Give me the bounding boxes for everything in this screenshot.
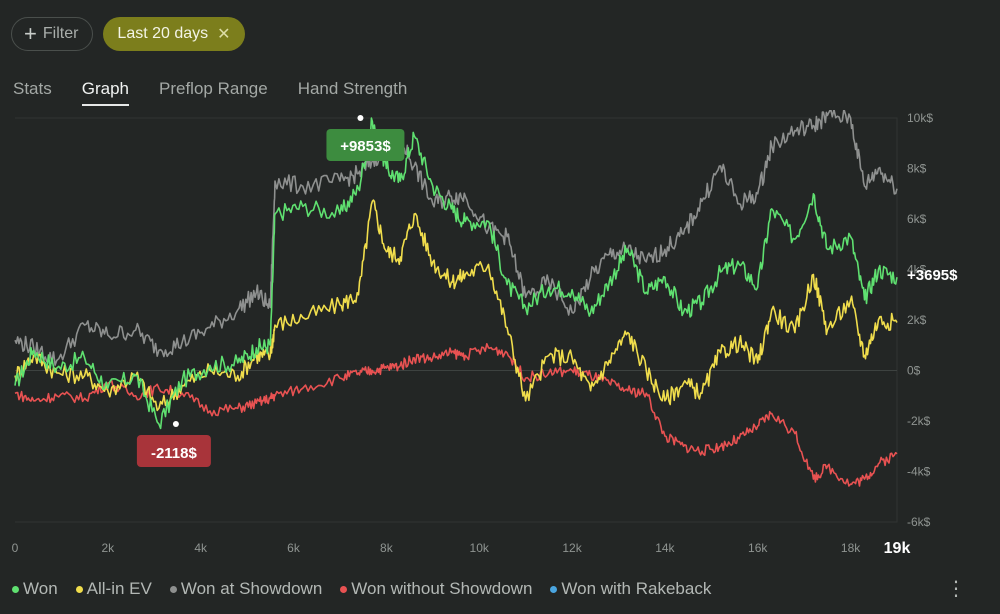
y-tick-label: 4k$ (907, 263, 927, 277)
active-filter-chip[interactable]: Last 20 days ✕ (103, 17, 245, 51)
legend-label: Won without Showdown (351, 579, 533, 598)
legend-dot-icon (12, 585, 19, 593)
close-icon[interactable]: ✕ (217, 26, 231, 43)
x-tick-label: 6k (287, 541, 301, 555)
y-tick-label: -4k$ (907, 465, 931, 479)
tab-hand-strength[interactable]: Hand Strength (297, 79, 408, 98)
plus-icon: + (24, 21, 37, 46)
legend-dot-icon (550, 585, 558, 593)
legend-dot-icon (169, 585, 177, 593)
x-tick-label: 4k (194, 541, 208, 555)
legend-item-won-with-rakeback[interactable]: Won with Rakeback (550, 579, 711, 599)
more-vertical-icon[interactable]: ⋮ (946, 578, 966, 600)
final-value-label: +3695$ (907, 267, 958, 284)
max-badge (326, 129, 405, 161)
legend-item-won-at-showdown[interactable]: Won at Showdown (169, 579, 323, 599)
legend-label: Won (23, 579, 58, 598)
min-marker (172, 421, 179, 427)
tab-preflop-range[interactable]: Preflop Range (159, 79, 268, 98)
add-filter-label: Filter (42, 25, 79, 42)
tab-stats[interactable]: Stats (13, 79, 52, 98)
x-tick-label: 16k (748, 541, 768, 555)
x-tick-label: 18k (841, 541, 861, 555)
series-line-won (14, 117, 898, 430)
y-tick-label: 10k$ (907, 111, 933, 125)
chart-legend: Won All-in EV Won at Showdown Won without S… (12, 579, 711, 599)
x-tick-label: 14k (655, 541, 675, 555)
profit-graph: 10k$ 8k$ 6k$ 4k$ 2k$ 0$ -2k$ -4k$ -6k$ 0 2k 4k 6k 8k 1… (12, 110, 958, 557)
tab-graph[interactable]: Graph (81, 79, 129, 106)
add-filter-button[interactable]: + Filter (11, 17, 94, 51)
legend-item-all-in-ev[interactable]: All-in EV (75, 579, 152, 599)
tab-bar: Stats Graph Preflop Range Hand Strength (13, 79, 437, 106)
x-tick-label: 8k (380, 541, 394, 555)
legend-label: Won at Showdown (180, 579, 323, 598)
legend-label: Won with Rakeback (561, 579, 712, 598)
y-tick-label: -2k$ (907, 414, 931, 428)
x-tick-label: 0 (12, 541, 19, 555)
filter-bar: + Filter Last 20 days ✕ (11, 17, 245, 51)
active-filter-label: Last 20 days (117, 25, 209, 42)
y-tick-label: 0$ (907, 364, 921, 378)
y-tick-label: 2k$ (907, 313, 927, 327)
min-badge (136, 435, 211, 467)
series-line-won-without-showdown (14, 343, 898, 487)
x-tick-label: 12k (562, 541, 582, 555)
legend-item-won[interactable]: Won (12, 579, 58, 599)
y-tick-label: 6k$ (907, 212, 927, 226)
series-line-won-at-showdown (14, 110, 898, 366)
legend-item-won-without-showdown[interactable]: Won without Showdown (340, 579, 532, 599)
y-tick-label: 8k$ (907, 162, 927, 176)
plot-frame (15, 117, 898, 523)
x-tick-label: 10k (470, 541, 490, 555)
max-marker (357, 115, 364, 121)
min-label: -2118$ (151, 445, 198, 462)
series-line-all-in-ev (14, 199, 898, 412)
max-label: +9853$ (340, 138, 391, 155)
legend-dot-icon (340, 585, 348, 593)
legend-label: All-in EV (86, 579, 152, 598)
y-tick-label: -6k$ (907, 515, 931, 529)
x-tick-label: 2k (101, 541, 115, 555)
x-end-label: 19k (884, 540, 911, 557)
legend-dot-icon (75, 585, 83, 593)
